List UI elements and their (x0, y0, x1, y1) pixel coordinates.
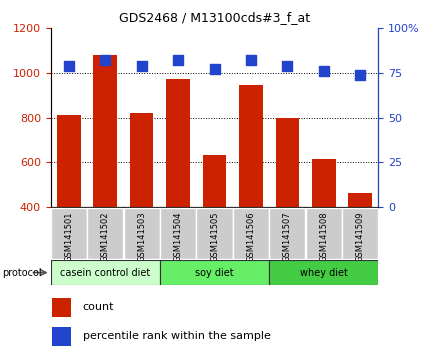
Point (65, 63, 72, 69)
FancyBboxPatch shape (160, 260, 269, 285)
FancyBboxPatch shape (197, 208, 232, 259)
Bar (93, 55, 117, 207)
Text: GSM141508: GSM141508 (319, 211, 328, 262)
Point (102, 58, 109, 63)
Text: GSM141509: GSM141509 (356, 211, 365, 262)
Bar (130, 113, 154, 207)
Bar (239, 85, 263, 207)
Title: GDS2468 / M13100cds#3_f_at: GDS2468 / M13100cds#3_f_at (119, 11, 310, 24)
Text: GSM141502: GSM141502 (101, 211, 110, 262)
Point (247, 58, 254, 63)
Text: GSM141504: GSM141504 (173, 211, 183, 262)
Bar (52, 298, 71, 316)
Point (357, 72, 364, 78)
Text: GSM141505: GSM141505 (210, 211, 219, 262)
FancyBboxPatch shape (124, 208, 160, 259)
FancyBboxPatch shape (160, 208, 196, 259)
Text: GSM141506: GSM141506 (246, 211, 256, 262)
Text: whey diet: whey diet (300, 268, 348, 278)
Bar (203, 155, 226, 207)
FancyBboxPatch shape (342, 208, 378, 259)
Point (211, 67, 218, 72)
Bar (52, 327, 71, 346)
Point (138, 63, 145, 69)
Text: GSM141507: GSM141507 (283, 211, 292, 262)
Bar (348, 193, 372, 207)
Text: protocol: protocol (2, 268, 42, 278)
Text: soy diet: soy diet (195, 268, 234, 278)
FancyBboxPatch shape (306, 208, 342, 259)
Text: percentile rank within the sample: percentile rank within the sample (83, 331, 271, 342)
Bar (312, 159, 336, 207)
FancyBboxPatch shape (51, 208, 87, 259)
FancyBboxPatch shape (269, 208, 305, 259)
Point (320, 68, 327, 74)
FancyBboxPatch shape (269, 260, 378, 285)
Bar (57, 115, 81, 207)
Point (175, 58, 182, 63)
Text: GSM141503: GSM141503 (137, 211, 146, 262)
FancyBboxPatch shape (87, 208, 123, 259)
FancyBboxPatch shape (51, 260, 160, 285)
Text: GSM141501: GSM141501 (64, 211, 73, 262)
Text: count: count (83, 302, 114, 312)
Bar (166, 79, 190, 207)
Point (284, 63, 291, 69)
Text: casein control diet: casein control diet (60, 268, 150, 278)
Bar (275, 118, 299, 207)
FancyBboxPatch shape (233, 208, 269, 259)
